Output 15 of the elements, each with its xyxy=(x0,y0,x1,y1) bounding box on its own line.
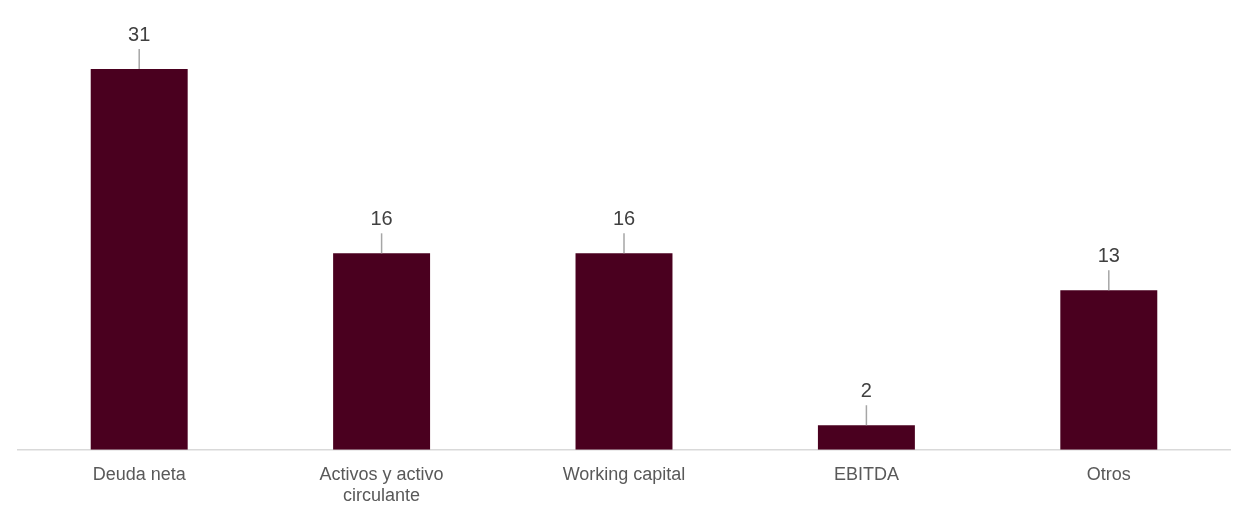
data-label: 2 xyxy=(860,378,872,401)
data-label: 16 xyxy=(612,206,636,229)
x-tick-label: EBITDA xyxy=(833,463,899,484)
data-label: 31 xyxy=(128,22,151,45)
x-tick-label: Working capital xyxy=(562,463,686,484)
bar xyxy=(575,253,673,450)
data-label: 13 xyxy=(1097,243,1120,266)
bar xyxy=(817,425,915,450)
x-tick-label: Otros xyxy=(1086,463,1131,484)
x-tick-label: Deuda neta xyxy=(92,463,187,484)
bar xyxy=(333,253,431,450)
bar xyxy=(1060,290,1158,450)
bar xyxy=(90,69,188,450)
data-label: 16 xyxy=(370,206,393,229)
x-tick-label: Activos y activo circulante xyxy=(319,463,444,506)
